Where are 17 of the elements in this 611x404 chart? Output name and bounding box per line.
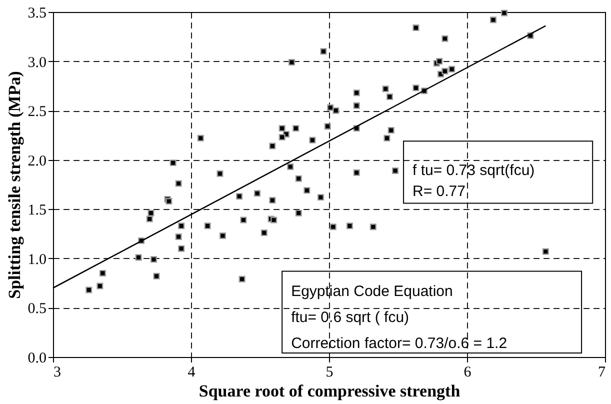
y-tick-label: 1.0: [28, 252, 46, 268]
y-axis-title: Splitting tensile strength (MPa): [4, 71, 24, 299]
y-tick-label: 0.0: [28, 350, 46, 366]
annotation: Egyptian Code Equation ftu= 0.6 sqrt ( fcu) Correction factor= 0.73/o.6 = 1.2: [291, 283, 508, 352]
x-tick-label: 5: [326, 364, 334, 380]
x-tick-label: 6: [464, 364, 472, 380]
y-tick-label: 3.0: [28, 54, 46, 71]
y-tick-label: 2.0: [28, 153, 46, 170]
x-tick-label: 4: [188, 364, 196, 380]
annotation: f tu= 0.73 sqrt(fcu) R= 0.77: [412, 162, 535, 200]
x-axis-title: Square root of compressive strength: [198, 382, 461, 400]
y-tick-label: 0.5: [28, 301, 46, 318]
y-tick-label: 3.5: [28, 6, 46, 22]
x-tick-label: 7: [598, 364, 606, 380]
y-tick-label: 2.5: [28, 104, 46, 120]
y-tick-label: 1.5: [28, 202, 46, 219]
x-tick-label: 3: [54, 364, 61, 380]
